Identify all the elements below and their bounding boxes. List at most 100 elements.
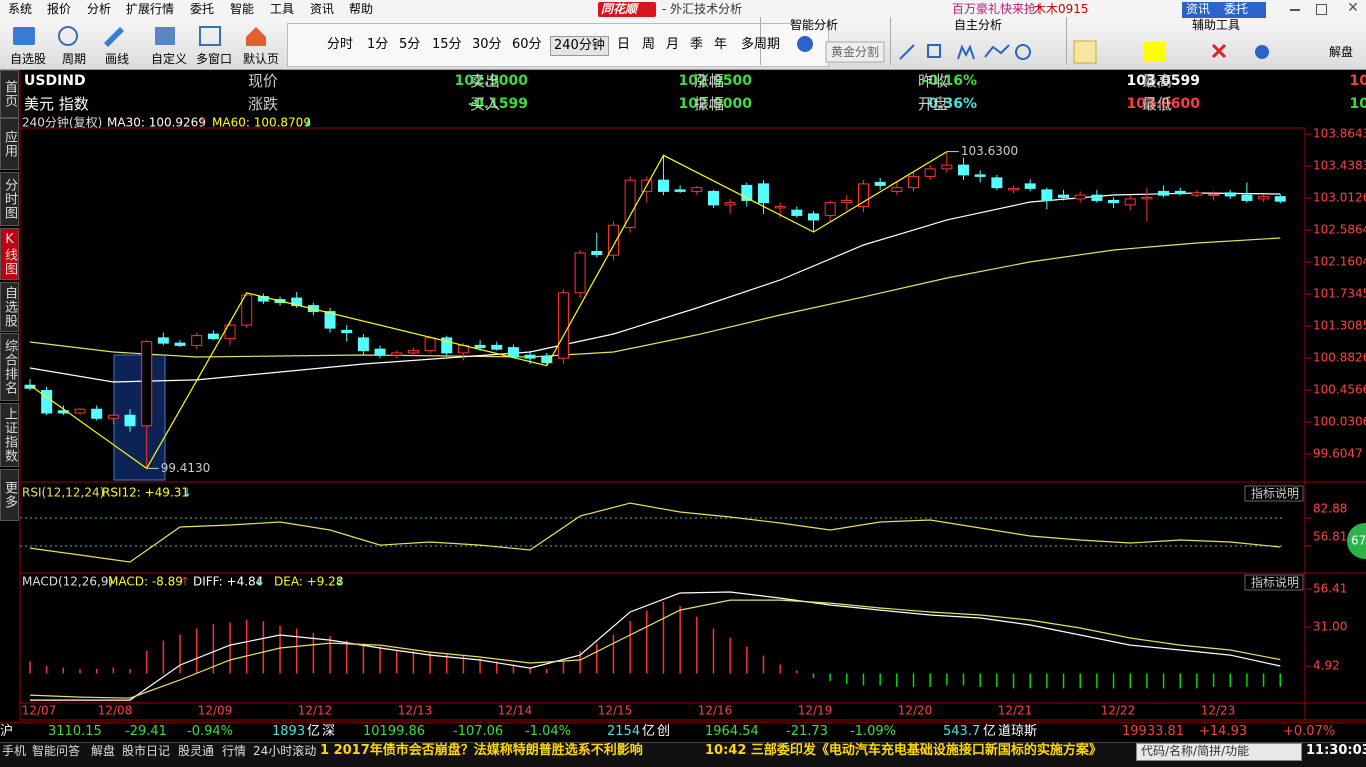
menu-item[interactable]: 智能 xyxy=(230,2,255,16)
side-tab[interactable]: 上证指数 xyxy=(0,403,19,467)
window-minimize[interactable] xyxy=(1290,9,1300,11)
quote-code: USDIND xyxy=(24,73,86,89)
menu-item[interactable]: 扩展行情 xyxy=(126,2,175,16)
search-placeholder[interactable]: 代码/名称/简拼/功能 xyxy=(1141,744,1250,758)
index-item: +0.07% xyxy=(1283,724,1336,739)
y-tick-label: 56.81 xyxy=(1313,530,1347,544)
period-tab[interactable]: 5分 xyxy=(399,37,421,52)
explain-button[interactable] xyxy=(1244,485,1304,502)
icon xyxy=(58,26,78,46)
status-link[interactable]: 股市日记 xyxy=(122,744,171,758)
period-tab[interactable]: 240分钟 xyxy=(550,36,609,56)
period-tab[interactable]: 日 xyxy=(617,37,631,52)
period-tab[interactable]: 30分 xyxy=(472,37,502,52)
menu-item[interactable]: 委托 xyxy=(190,2,215,16)
menu-item[interactable]: 分析 xyxy=(87,2,112,16)
status-link[interactable]: 24小时滚动 xyxy=(253,744,317,758)
period-tab[interactable]: 多周期 xyxy=(741,37,781,52)
candle-body xyxy=(374,348,386,356)
logo xyxy=(598,2,656,17)
toolbar-button[interactable]: 周期 xyxy=(62,52,87,66)
panel-title[interactable]: 自主分析 xyxy=(954,18,1003,32)
macd-dea-arrow: ↓ xyxy=(335,575,345,589)
golden-button[interactable] xyxy=(825,41,885,63)
panel-title[interactable]: 智能分析 xyxy=(790,18,839,32)
side-tab[interactable]: 自选股 xyxy=(0,282,19,332)
candle-body xyxy=(1091,194,1103,201)
toolbar-button[interactable]: 画线 xyxy=(105,52,130,66)
side-tab[interactable]: 更多 xyxy=(0,469,19,521)
side-tab[interactable]: 综合排名 xyxy=(0,333,19,401)
candle-body xyxy=(1158,190,1170,196)
news-ticker[interactable]: 1 2017年债市会否崩盘？法媒称特朗普胜选系不利影响 xyxy=(320,743,643,758)
y-tick-label: 103.0126 xyxy=(1313,190,1366,204)
window-maximize[interactable] xyxy=(1316,4,1327,15)
drawing-tools[interactable] xyxy=(899,44,1032,60)
menu-item[interactable]: 报价 xyxy=(47,2,72,16)
icon xyxy=(199,26,221,46)
panel-title[interactable]: 辅助工具 xyxy=(1192,18,1241,32)
status-link[interactable]: 股灵通 xyxy=(178,744,215,758)
y-tick-label: 102.1604 xyxy=(1313,254,1366,268)
period-tab[interactable]: 15分 xyxy=(432,37,462,52)
search-box[interactable] xyxy=(1136,743,1302,761)
explain-label: 指标说明 xyxy=(1251,486,1299,501)
index-item: -107.06 xyxy=(453,724,504,739)
candle-body xyxy=(1024,183,1036,189)
quote-label: 涨幅 xyxy=(694,72,725,90)
dea-line xyxy=(29,599,1281,699)
candle-body xyxy=(908,175,920,189)
quote-value: 103.2300 xyxy=(1349,73,1366,89)
golden-button-label[interactable]: 黄金分割 xyxy=(831,45,880,59)
macd-label: MACD: -8.89 xyxy=(108,575,183,589)
user-name[interactable]: 木木0915 xyxy=(1034,2,1089,16)
side-tab[interactable]: 分时图 xyxy=(0,172,19,226)
period-tab[interactable]: 周 xyxy=(642,37,656,52)
quote-label: 最高 xyxy=(1142,72,1173,90)
settings-tool[interactable] xyxy=(1255,45,1269,59)
period-tab[interactable]: 季 xyxy=(690,37,704,52)
macd-dea-label: DEA: +9.28 xyxy=(274,575,343,589)
index-item: 道琼斯 xyxy=(998,724,1038,739)
top-tab[interactable]: 委托 xyxy=(1224,2,1249,16)
candle-body xyxy=(241,294,253,326)
top-tab[interactable]: 资讯 xyxy=(1186,2,1211,16)
toolbar-button[interactable]: 自定义 xyxy=(151,52,188,66)
candle-body xyxy=(24,384,36,389)
period-tab[interactable]: 分时 xyxy=(327,37,354,52)
toolbar-button[interactable]: 默认页 xyxy=(243,52,280,66)
icon xyxy=(13,27,35,45)
menu-item[interactable]: 资讯 xyxy=(310,2,335,16)
delete-tool[interactable] xyxy=(1211,43,1227,59)
window-close[interactable]: ✕ xyxy=(1347,0,1359,16)
side-tab[interactable]: 应用 xyxy=(0,118,19,170)
x-tick-label: 12/13 xyxy=(398,704,433,718)
period-tab[interactable]: 1分 xyxy=(367,37,389,52)
status-link[interactable]: 手机 xyxy=(2,744,27,758)
news-ticker[interactable]: 10:42 三部委印发《电动汽车充电基础设施接口新国标的实施方案》 xyxy=(705,743,1102,758)
color-tool[interactable] xyxy=(1143,42,1165,62)
status-link[interactable]: 解盘 xyxy=(91,744,116,758)
toolbar-button[interactable]: 多窗口 xyxy=(196,52,233,66)
menu-item[interactable]: 系统 xyxy=(8,2,33,16)
candle-body xyxy=(607,224,619,256)
candle-body xyxy=(74,408,86,414)
cursor-tool[interactable] xyxy=(1073,40,1097,64)
promo-link[interactable]: 百万豪礼快来抢! xyxy=(952,2,1041,16)
y-tick-label: 102.5864 xyxy=(1313,222,1366,236)
status-link[interactable]: 行情 xyxy=(222,744,247,758)
side-tab[interactable]: K线图 xyxy=(0,228,19,280)
jiepan-button[interactable]: 解盘 xyxy=(1329,45,1354,59)
menu-item[interactable]: 帮助 xyxy=(349,2,374,16)
toolbar-button[interactable]: 自选股 xyxy=(10,52,47,66)
period-tab[interactable]: 月 xyxy=(666,37,680,52)
y-tick-label: 101.7345 xyxy=(1313,286,1366,300)
index-bar xyxy=(0,722,1366,743)
period-tab[interactable]: 年 xyxy=(714,37,728,52)
period-tab[interactable]: 60分 xyxy=(512,37,542,52)
explain-button[interactable] xyxy=(1244,574,1304,591)
side-tab[interactable]: 首页 xyxy=(0,70,19,118)
status-link[interactable]: 智能问答 xyxy=(32,744,81,758)
menu-item[interactable]: 工具 xyxy=(270,2,295,16)
